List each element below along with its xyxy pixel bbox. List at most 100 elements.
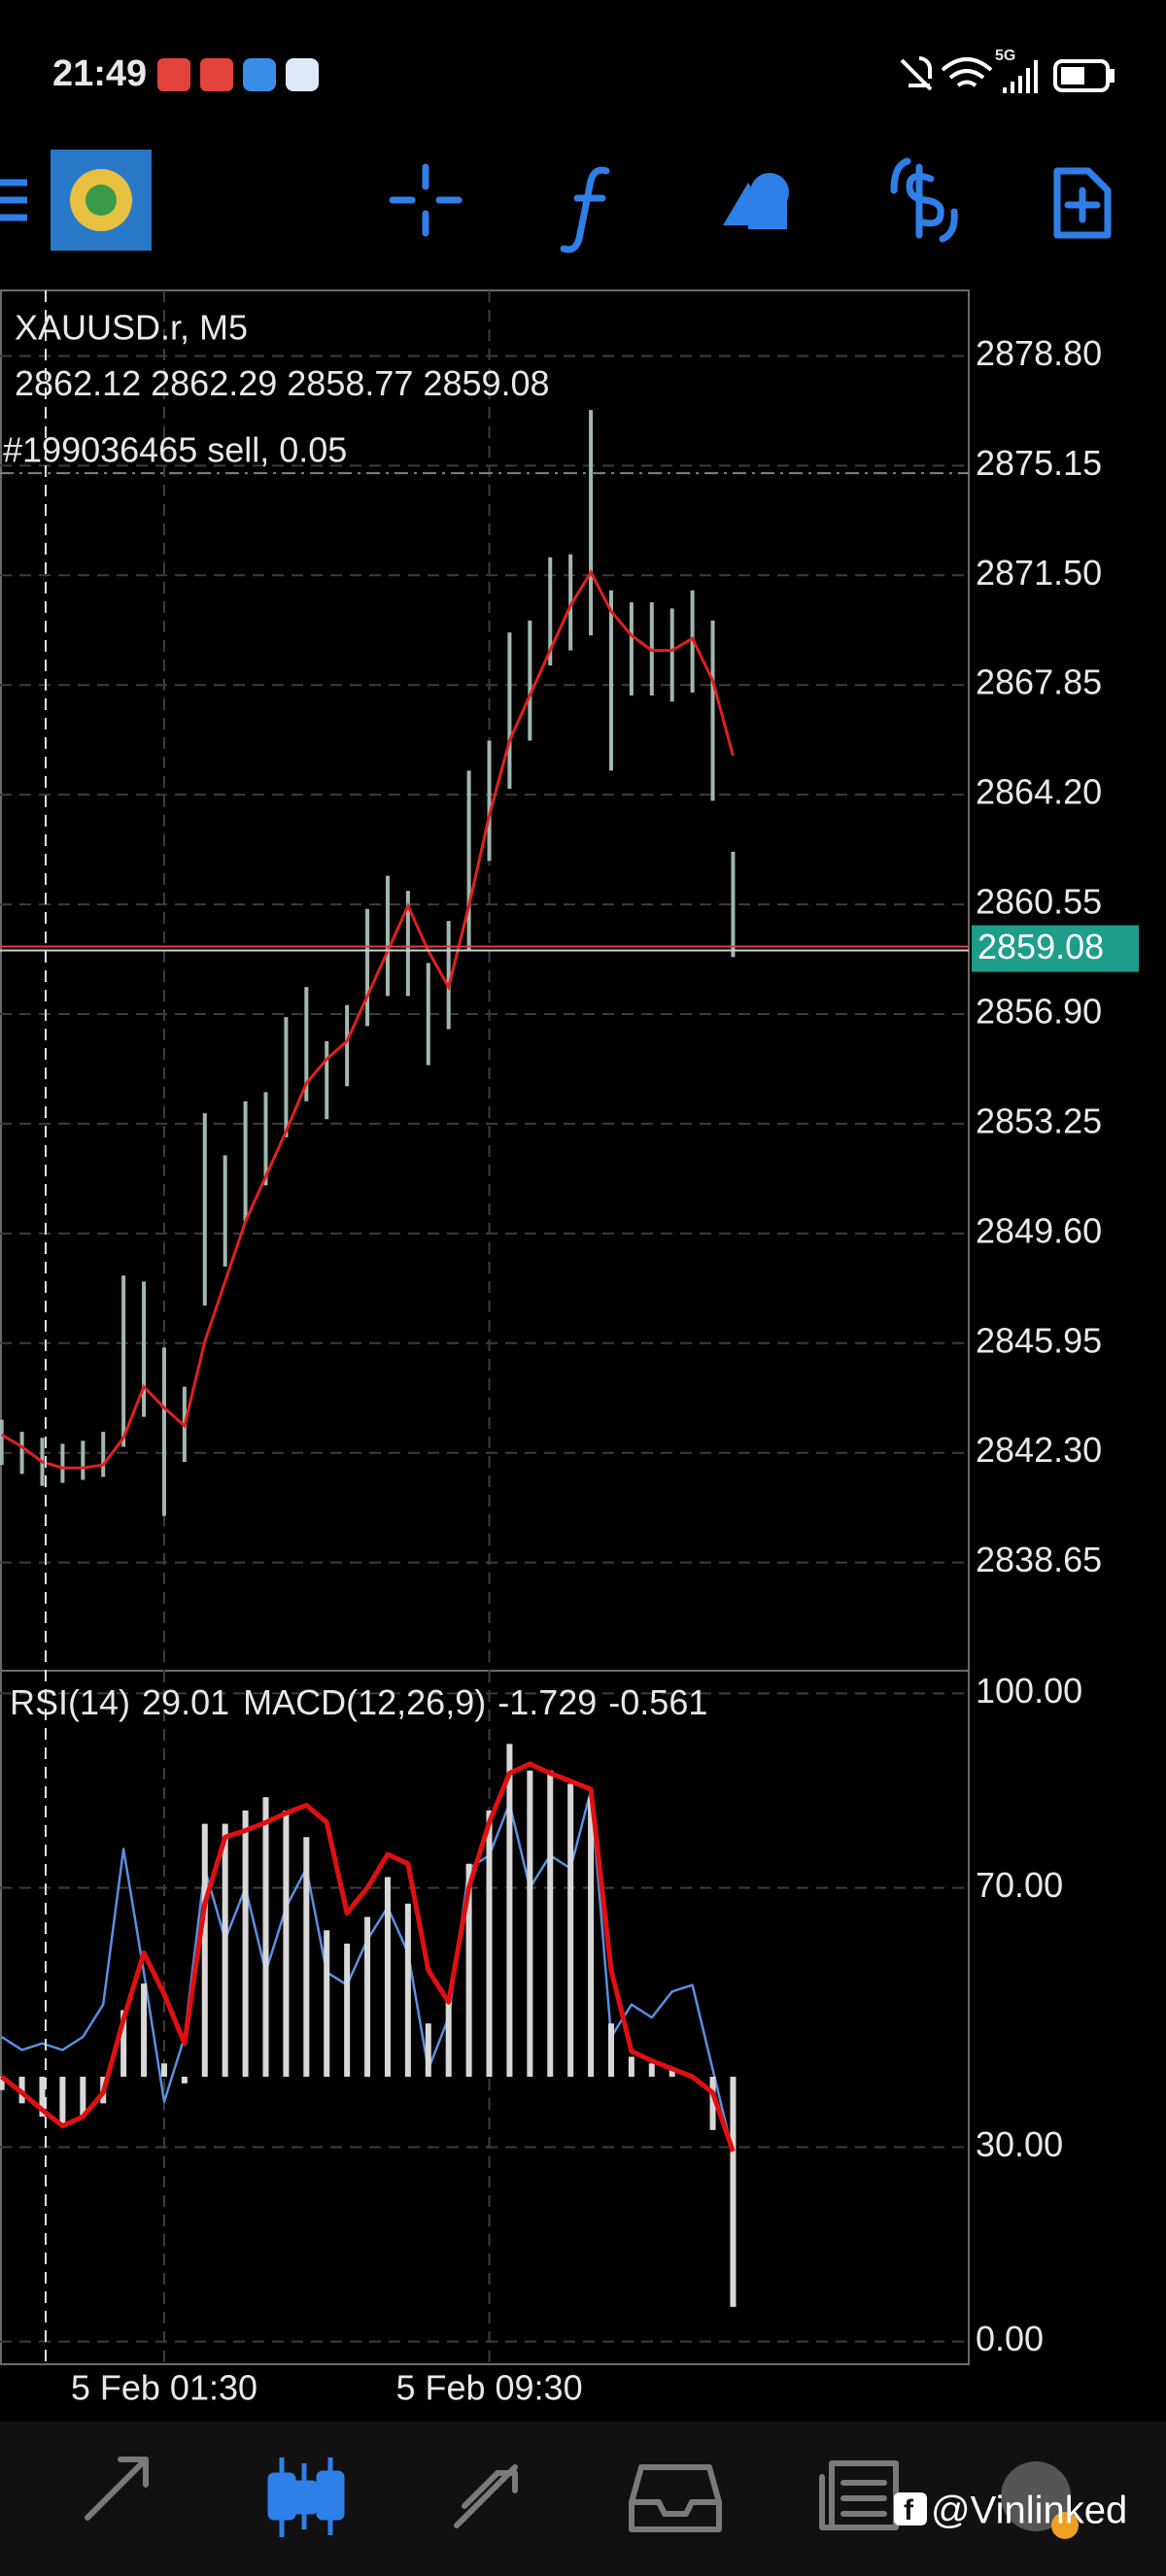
nav-news[interactable] [819,2460,899,2530]
trade-button[interactable] [890,157,958,243]
y-tick-label: 2849.60 [976,1210,1102,1250]
app-icon [286,58,319,91]
macd-bar [486,1810,493,2077]
macd-bar [364,1916,371,2077]
indicator-legend: RSI(14) 29.01 MACD(12,26,9) -1.729 -0.561 [10,1682,707,1722]
y-tick-label: 2875.15 [976,443,1102,483]
network-type: 5G [995,48,1015,64]
price-pane [0,289,970,1672]
macd-bar [527,1770,533,2077]
y-tick-label: 2864.20 [976,772,1102,812]
toolbar [0,150,1112,254]
signal-icon [1003,60,1038,93]
nav-badge [1051,2512,1079,2539]
nav-quotes[interactable] [85,2457,149,2521]
macd-bar [628,2056,634,2077]
watermark: @Vinlinked [931,2490,1127,2532]
y-tick-label: 100.00 [976,1671,1082,1711]
app-icon [200,58,233,91]
battery-level [1061,67,1084,85]
macd-bar [404,1903,411,2077]
app-icon [243,58,276,91]
macd-bar [262,1797,269,2077]
new-order-button[interactable] [1053,167,1112,239]
macd-bar [283,1810,290,2077]
legend-value: -0.561 [608,1682,707,1722]
legend-name: RSI(14) [10,1682,130,1722]
bottom-nav [0,2422,1166,2576]
y-tick-label: 2842.30 [976,1430,1102,1470]
battery-icon [1053,59,1110,92]
watermark-logo-f: f [904,2494,914,2526]
crosshair-button[interactable] [389,163,463,237]
macd-bar [567,1783,574,2077]
nav-messages[interactable] [1001,2461,1071,2531]
y-tick-label: 2871.50 [976,553,1102,593]
macd-bar [669,2070,675,2077]
nav-history[interactable] [629,2464,722,2532]
indicators-button[interactable] [560,166,610,254]
app-logo-mark [86,185,117,216]
status-time: 21:49 [52,53,147,94]
macd-bar [344,1943,351,2077]
mute-icon [900,56,933,91]
watermark-logo [894,2492,927,2525]
nav-chart-icon [267,2472,296,2521]
macd-bar [201,1823,208,2077]
trade-icon [906,163,944,239]
macd-bar [384,1877,391,2077]
macd-bar [506,1744,513,2077]
signal-line [0,1761,736,2152]
y-tick-label: 30.00 [976,2124,1063,2164]
y-tick-label: 2878.80 [976,333,1102,373]
nav-chart[interactable] [267,2457,345,2537]
macd-bar [303,1837,310,2077]
status-right-icons [900,56,1115,93]
y-tick-label: 2856.90 [976,992,1102,1032]
ohlc-value: 2858.77 [287,363,413,403]
indicator-pane [0,1670,970,2365]
macd-bar [425,2023,431,2077]
battery-tip [1110,69,1115,83]
menu-button[interactable] [0,179,27,221]
ohlc-value: 2862.29 [151,363,277,403]
macd-bar [730,2076,737,2307]
y-tick-label: 2845.95 [976,1320,1102,1360]
objects-icon [748,200,787,229]
legend-value: -1.729 [497,1682,597,1722]
macd-bar [181,2076,188,2084]
macd-bar [465,1863,472,2077]
nav-trade[interactable] [454,2464,518,2528]
trade-icon [890,157,958,243]
macd-bar [120,2010,127,2077]
macd-bar [0,2076,5,2090]
nav-chart-icon [290,2480,319,2515]
macd-bar [547,1770,554,2077]
chart-title: XAUUSD.r, M5 [15,308,248,348]
app-icon [157,58,190,91]
macd-bar [39,2076,46,2118]
x-tick-label: 5 Feb 01:30 [71,2368,257,2408]
ohlc-readout: 2862.12 2862.29 2858.77 2859.08 [15,363,550,403]
x-tick-label: 5 Feb 09:30 [395,2368,582,2408]
macd-bar [709,2076,716,2130]
objects-button[interactable] [723,173,789,229]
moving-average [0,569,735,1470]
macd-bar [141,1983,148,2077]
legend-value: 29.01 [142,1682,229,1722]
legend-name: MACD(12,26,9) [243,1682,486,1722]
macd-bar [242,1810,249,2077]
macd-bar [160,2063,167,2077]
y-tick-label: 2860.55 [976,882,1102,922]
y-tick-label: 2867.85 [976,662,1102,702]
macd-bar [80,2076,86,2118]
wifi-icon [941,57,993,87]
ohlc-value: 2862.12 [15,363,141,403]
macd-bar [59,2076,66,2123]
macd-bar [607,2023,614,2077]
marks [0,410,969,2307]
status-app-icons [157,58,319,91]
macd-bar [445,1996,452,2077]
macd-bar [222,1823,228,2077]
